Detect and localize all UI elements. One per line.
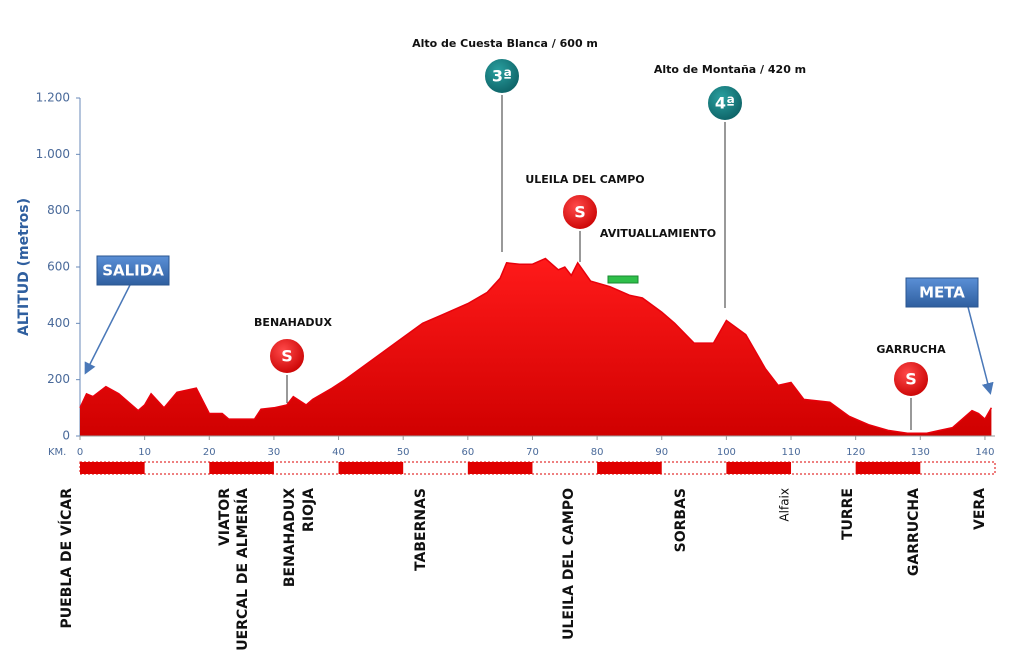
sprint-badge — [892, 360, 930, 398]
km-segment — [726, 462, 792, 474]
town-label: TURRE — [840, 488, 856, 540]
y-tick-label: 0 — [62, 429, 70, 443]
elevation-area — [80, 258, 992, 436]
x-tick-label: 70 — [526, 447, 539, 458]
km-segment — [338, 462, 404, 474]
x-tick-label: 0 — [77, 447, 83, 458]
sprint-label: S — [574, 203, 586, 222]
climb-category: 4ª — [715, 94, 735, 113]
x-tick-label: 40 — [332, 447, 345, 458]
km-segment — [467, 462, 533, 474]
town-label: VIATOR — [217, 488, 233, 546]
feed-zone-marker — [607, 275, 639, 284]
town-label: RIOJA — [301, 488, 317, 532]
sprint-badge — [268, 337, 306, 375]
town-label: VERA — [972, 488, 988, 530]
y-tick-label: 600 — [47, 260, 70, 274]
x-tick-label: 130 — [911, 447, 930, 458]
x-tick-label: 100 — [717, 447, 736, 458]
pointer-arrow — [84, 284, 131, 375]
pointer-arrow — [967, 306, 994, 395]
town-label: ULEILA DEL CAMPO — [561, 488, 577, 640]
climb-name: Alto de Montaña / 420 m — [654, 63, 806, 76]
town-label: GARRUCHA — [906, 488, 922, 576]
x-tick-label: 90 — [655, 447, 668, 458]
climb-name: Alto de Cuesta Blanca / 600 m — [412, 37, 598, 50]
town-label: TABERNAS — [413, 488, 429, 571]
x-tick-label: 60 — [461, 447, 474, 458]
sprint-label: S — [905, 370, 917, 389]
town-label: PUEBLA DE VÍCAR — [58, 488, 75, 629]
label-box — [96, 255, 170, 286]
feed-zone-label: AVITUALLAMIENTO — [600, 227, 716, 240]
climb-badge — [483, 57, 521, 95]
elevation-line — [79, 257, 993, 434]
y-axis-title: ALTITUD (metros) — [16, 198, 32, 336]
x-tick-label: 80 — [591, 447, 604, 458]
sprint-label: S — [281, 347, 293, 366]
town-label: HUERCAL DE ALMERÍA — [234, 488, 251, 652]
x-tick-label: 10 — [138, 447, 151, 458]
x-tick-label: 120 — [846, 447, 865, 458]
km-segment — [855, 462, 921, 474]
y-tick-label: 400 — [47, 316, 70, 330]
km-segment — [597, 462, 662, 474]
sprint-badge — [561, 193, 599, 231]
sprint-name: ULEILA DEL CAMPO — [525, 173, 644, 186]
climb-badge — [706, 84, 744, 122]
town-label: BENAHADUX — [282, 488, 298, 587]
label-box — [905, 277, 979, 308]
km-segment — [209, 462, 274, 474]
x-axis-title: KM. — [48, 447, 66, 458]
y-tick-label: 800 — [47, 203, 70, 217]
y-tick-label: 1.000 — [36, 147, 70, 161]
km-segment — [80, 462, 145, 474]
y-tick-label: 1.200 — [36, 91, 70, 105]
x-tick-label: 20 — [203, 447, 216, 458]
x-tick-label: 50 — [397, 447, 410, 458]
label-text: META — [919, 284, 965, 302]
x-tick-label: 110 — [781, 447, 800, 458]
x-tick-label: 140 — [975, 447, 994, 458]
x-tick-label: 30 — [268, 447, 281, 458]
town-label: SORBAS — [673, 488, 689, 552]
sprint-name: BENAHADUX — [254, 316, 332, 329]
y-tick-label: 200 — [47, 372, 70, 386]
climb-category: 3ª — [492, 67, 512, 86]
town-label: Alfaix — [778, 488, 792, 522]
sprint-name: GARRUCHA — [876, 343, 946, 356]
label-text: SALIDA — [102, 262, 164, 280]
